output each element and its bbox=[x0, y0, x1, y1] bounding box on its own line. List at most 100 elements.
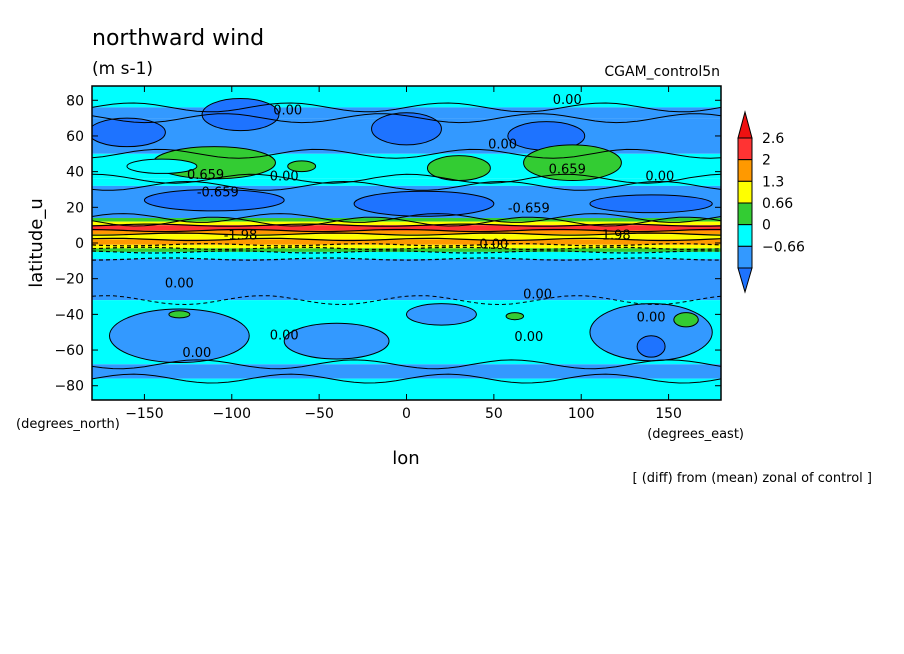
contour-lines bbox=[92, 102, 721, 384]
x-axis-label: lon bbox=[392, 448, 419, 469]
contour-label-9: 0.00 bbox=[165, 277, 194, 292]
y-tick-label-0: 80 bbox=[66, 93, 84, 109]
contour-label-7: 0.00 bbox=[645, 170, 674, 185]
contour-line-15 bbox=[92, 295, 721, 306]
heatmap-band-15 bbox=[92, 259, 721, 301]
colorbar-high-arrow bbox=[737, 110, 753, 139]
contour-label-4: 0.00 bbox=[270, 170, 299, 185]
heatmap-band-7 bbox=[92, 221, 721, 226]
contour-line-7 bbox=[92, 223, 721, 227]
colorbar-swatch-4 bbox=[737, 224, 753, 247]
footnote: [ (diff) from (mean) zonal of control ] bbox=[633, 471, 872, 486]
y-tick-label-7: −60 bbox=[54, 343, 84, 359]
contour-line-17 bbox=[92, 373, 721, 384]
dataset-label: CGAM_control5n bbox=[604, 64, 720, 80]
contour-line-16 bbox=[92, 359, 721, 370]
colorbar-swatch-1 bbox=[737, 159, 753, 182]
contour-label-5: -0.659 bbox=[197, 186, 239, 201]
y-tick-label-8: −80 bbox=[54, 379, 84, 395]
contour-label-6: 0.659 bbox=[549, 162, 586, 177]
heatmap-patch-0 bbox=[92, 117, 166, 148]
heatmap-patch-16 bbox=[168, 310, 191, 319]
contour-line-5 bbox=[92, 213, 721, 223]
contour-label-3: 0.659 bbox=[187, 168, 224, 183]
y-axis-ticks: 80 60 40 20 0 −20 −40 −60 −80 bbox=[54, 93, 721, 395]
contour-label-17: 1.98 bbox=[602, 228, 631, 243]
plot-area: 0.00 0.00 0.00 0.659 0.00 -0.659 0.659 0.00 -0.6… bbox=[92, 86, 721, 400]
heatmap-patch-2 bbox=[371, 112, 442, 146]
heatmap-patch-19 bbox=[636, 335, 666, 358]
contour-line-2 bbox=[92, 148, 721, 159]
heatmap-band-13 bbox=[92, 248, 721, 252]
x-tick-label-6: 150 bbox=[655, 406, 682, 422]
heatmap-patch-10 bbox=[353, 190, 495, 217]
heatmap-patch-13 bbox=[283, 322, 390, 360]
heatmap-band-6 bbox=[92, 218, 721, 222]
colorbar-label-4: 2 bbox=[762, 153, 771, 169]
y-tick-label-2: 40 bbox=[66, 165, 84, 181]
contour-line-10 bbox=[92, 237, 721, 242]
colorbar-label-3: 1.3 bbox=[762, 174, 784, 190]
contour-label-13: 0.00 bbox=[270, 328, 299, 343]
colorbar-swatch-2 bbox=[737, 180, 753, 204]
contour-label-15: 0.00 bbox=[637, 311, 666, 326]
x-tick-label-5: 100 bbox=[568, 406, 595, 422]
heatmap-patch-11 bbox=[589, 194, 713, 214]
contour-label-14: 0.00 bbox=[514, 330, 543, 345]
colorbar-swatch-3 bbox=[737, 202, 753, 226]
heatmap-patch-14 bbox=[406, 303, 477, 326]
colorbar-low-arrow bbox=[737, 267, 753, 294]
contour-label-1: 0.00 bbox=[553, 93, 582, 108]
heatmap-patch-12 bbox=[108, 308, 250, 364]
x-tick-label-1: −100 bbox=[213, 406, 251, 422]
contour-label-2: 0.00 bbox=[488, 137, 517, 152]
contour-line-6 bbox=[92, 216, 721, 227]
contour-labels: 0.00 0.00 0.00 0.659 0.00 -0.659 0.659 0.00 -0.6… bbox=[165, 93, 674, 361]
contour-label-16: -1.98 bbox=[224, 228, 258, 243]
y-tick-label-6: −40 bbox=[54, 307, 84, 323]
heatmap-patch-9 bbox=[143, 188, 285, 212]
contour-label-11: 0.00 bbox=[523, 287, 552, 302]
heatmap-band-17 bbox=[92, 364, 721, 379]
colorbar-label-1: 0 bbox=[762, 218, 771, 234]
chart-units: (m s-1) bbox=[92, 59, 153, 79]
heatmap-patch-18 bbox=[673, 312, 699, 328]
chart-title: northward wind bbox=[92, 26, 264, 51]
contour-line-4 bbox=[92, 180, 721, 191]
y-tick-label-1: 60 bbox=[66, 129, 84, 145]
contour-label-8: -0.659 bbox=[508, 202, 550, 217]
x-tick-label-4: 50 bbox=[485, 406, 503, 422]
heatmap-band-9 bbox=[92, 230, 721, 235]
colorbar-label-0: −0.66 bbox=[762, 239, 805, 255]
contour-line-1 bbox=[92, 113, 721, 124]
colorbar-swatch-5 bbox=[737, 245, 753, 269]
colorbar-label-2: 0.66 bbox=[762, 196, 793, 212]
heatmap-patch-17 bbox=[505, 312, 525, 321]
colorbar-swatch-0 bbox=[737, 137, 753, 161]
heatmap-patch-7 bbox=[523, 144, 622, 182]
x-axis-ticks: −150 −100 −50 0 50 100 150 bbox=[125, 86, 682, 422]
x-tick-label-0: −150 bbox=[125, 406, 163, 422]
heatmap-band-12 bbox=[92, 244, 721, 249]
x-tick-label-3: 0 bbox=[402, 406, 411, 422]
heatmap-band-10 bbox=[92, 234, 721, 240]
heatmap-band-14 bbox=[92, 251, 721, 260]
contour-line-9 bbox=[92, 232, 721, 236]
heatmap-band-11 bbox=[92, 239, 721, 245]
contour-label-10: 0.00 bbox=[479, 237, 508, 252]
y-tick-label-3: 20 bbox=[66, 200, 84, 216]
contour-line-0 bbox=[92, 102, 721, 113]
x-axis-units: (degrees_east) bbox=[647, 427, 744, 442]
colorbar: −0.66 0 0.66 1.3 2 2.6 bbox=[737, 110, 805, 294]
heatmap-band-8 bbox=[92, 225, 721, 231]
y-tick-label-5: −20 bbox=[54, 272, 84, 288]
heatmap-band-18 bbox=[92, 378, 721, 400]
contour-label-12: 0.00 bbox=[182, 346, 211, 361]
y-axis-label: latitude_u bbox=[26, 198, 47, 287]
heatmap-patch-8 bbox=[126, 158, 198, 174]
contour-line-8 bbox=[92, 228, 721, 233]
heatmap-patches bbox=[92, 97, 713, 364]
heatmap-patch-5 bbox=[287, 160, 317, 173]
colorbar-label-5: 2.6 bbox=[762, 131, 784, 147]
